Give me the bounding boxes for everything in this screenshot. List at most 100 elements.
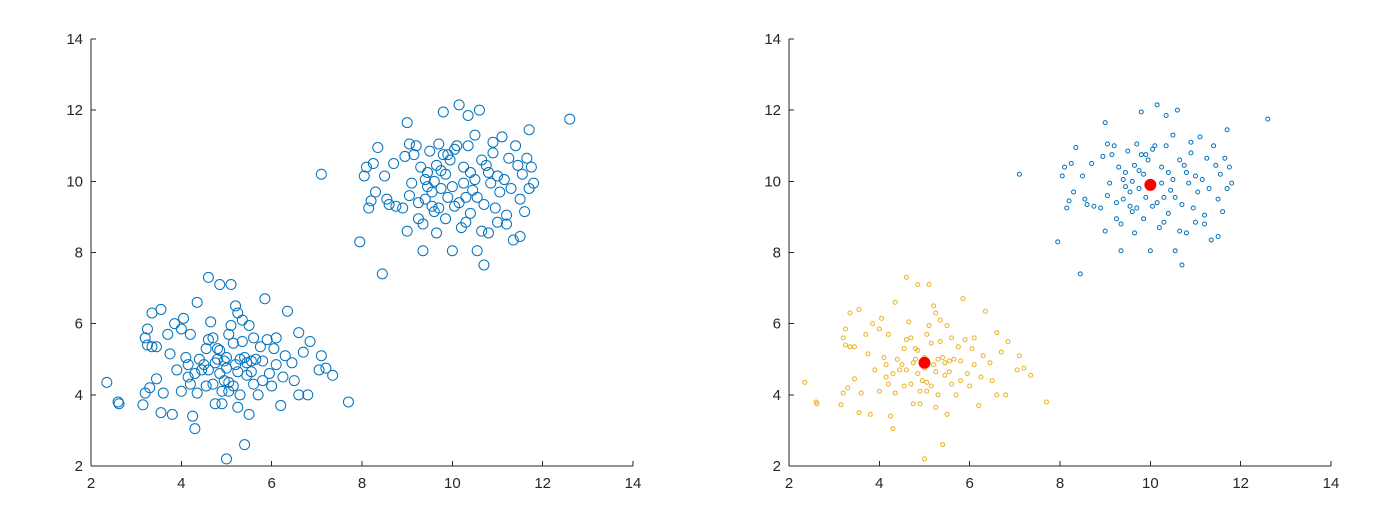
scatter-point [485, 177, 497, 189]
cluster-point [976, 403, 982, 409]
y-tick-label: 12 [764, 102, 781, 119]
scatter-point [379, 170, 391, 182]
cluster-point [870, 321, 876, 327]
scatter-point [494, 186, 506, 198]
scatter-point [184, 328, 196, 340]
cluster-point [838, 402, 844, 408]
scatter-point [476, 225, 488, 237]
scatter-point [451, 140, 463, 152]
right-cluster-panel: 2 4 6 8 10 12 14 2 4 6 8 10 12 14 [764, 31, 1339, 492]
cluster-point [962, 337, 968, 343]
cluster-point [1028, 372, 1034, 378]
scatter-point [214, 344, 226, 356]
cluster-point [876, 326, 882, 332]
scatter-point [501, 218, 513, 230]
cluster-point [1118, 248, 1124, 254]
scatter-point [442, 149, 454, 161]
cluster-point [940, 442, 946, 448]
cluster-point [1179, 201, 1185, 207]
scatter-point [315, 168, 327, 180]
cluster-point [1111, 143, 1117, 149]
scatter-point [367, 158, 379, 170]
scatter-point [320, 362, 332, 374]
cluster-point [892, 390, 898, 396]
scatter-point [112, 396, 124, 408]
cluster-point [802, 379, 808, 385]
x-tick-label: 6 [267, 475, 275, 492]
cluster-point [847, 310, 853, 316]
cluster-point [953, 392, 959, 398]
scatter-point [202, 271, 214, 283]
cluster-point [949, 381, 955, 387]
cluster-point [1222, 155, 1228, 161]
scatter-point [178, 312, 190, 324]
y-tick-label: 4 [773, 387, 781, 404]
cluster-point [971, 362, 977, 368]
scatter-point [489, 202, 501, 214]
scatter-point [214, 367, 226, 379]
y-tick-label: 6 [75, 316, 83, 333]
scatter-point [446, 245, 458, 257]
scatter-point [191, 296, 203, 308]
scatter-point [446, 181, 458, 193]
scatter-point [406, 177, 418, 189]
scatter-point [243, 319, 255, 331]
cluster-point [1215, 233, 1221, 239]
cluster-point [1077, 271, 1083, 277]
scatter-point [440, 213, 452, 225]
scatter-point [218, 375, 230, 387]
cluster-point [1084, 201, 1090, 207]
cluster-point [1163, 143, 1169, 149]
cluster-point [1193, 219, 1198, 225]
scatter-point [442, 191, 454, 203]
scatter-point [221, 362, 232, 374]
scatter-point [248, 332, 260, 344]
scatter-point [141, 323, 153, 335]
cluster-point [1197, 134, 1203, 140]
cluster-point [1199, 177, 1205, 183]
cluster-point [1122, 169, 1128, 175]
cluster-point [958, 378, 964, 384]
scatter-point [482, 166, 494, 178]
scatter-point [516, 168, 528, 180]
cluster-point [1102, 120, 1108, 126]
scatter-point [288, 375, 300, 387]
cluster-point [928, 340, 934, 346]
scatter-point [510, 140, 522, 152]
cluster-point [858, 390, 864, 396]
scatter-point [270, 332, 282, 344]
scatter-point [232, 307, 244, 319]
cluster-point [1125, 148, 1131, 154]
scatter-point [216, 398, 228, 410]
cluster-point [1172, 248, 1178, 254]
scatter-point [279, 350, 291, 362]
scatter-point [275, 400, 287, 412]
scatter-point [175, 323, 187, 335]
cluster-point [915, 347, 921, 353]
scatter-point [503, 152, 515, 164]
scatter-point [150, 341, 162, 353]
scatter-point [473, 104, 485, 116]
cluster-point [814, 401, 820, 407]
cluster-point [964, 370, 970, 376]
cluster-point [879, 315, 885, 321]
scatter-point [462, 110, 474, 122]
cluster-point [1120, 196, 1126, 202]
cluster-point [1179, 262, 1185, 268]
cluster-point [1064, 205, 1070, 211]
scatter-point [408, 149, 420, 161]
scatter-point [410, 140, 422, 152]
scatter-point [431, 227, 443, 239]
scatter-point [196, 364, 208, 376]
cluster-point [867, 411, 873, 417]
scatter-point [171, 364, 183, 376]
y-tick-label: 8 [773, 245, 781, 262]
cluster-point [1062, 164, 1068, 170]
scatter-point [453, 99, 465, 111]
x-tick-label: 14 [625, 475, 642, 492]
scatter-point [403, 190, 415, 202]
cluster-point [1104, 193, 1110, 199]
scatter-point [370, 186, 382, 198]
cluster-point [1073, 145, 1079, 151]
cluster-point [840, 390, 846, 396]
